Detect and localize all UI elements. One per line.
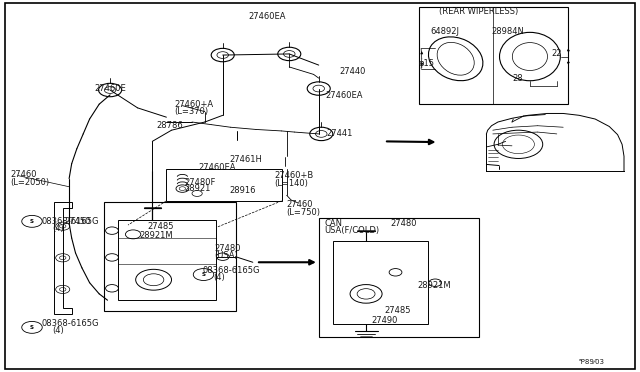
Text: CAN: CAN bbox=[324, 219, 342, 228]
Text: 27485: 27485 bbox=[147, 222, 173, 231]
Text: S: S bbox=[202, 272, 205, 277]
Text: (L=140): (L=140) bbox=[274, 179, 308, 187]
Text: 08368-6165G: 08368-6165G bbox=[42, 319, 99, 328]
Text: 27450: 27450 bbox=[64, 217, 90, 226]
Text: S: S bbox=[30, 325, 34, 330]
Text: 27480: 27480 bbox=[214, 244, 241, 253]
Text: (REAR WIPERLESS): (REAR WIPERLESS) bbox=[439, 7, 518, 16]
Text: 08368-6165G: 08368-6165G bbox=[42, 217, 99, 226]
Text: 27460: 27460 bbox=[10, 170, 36, 179]
Text: (L=2050): (L=2050) bbox=[10, 178, 49, 187]
Text: ᵃP89⁄03: ᵃP89⁄03 bbox=[579, 359, 605, 365]
Text: 27441: 27441 bbox=[326, 129, 353, 138]
Text: 27460: 27460 bbox=[287, 200, 313, 209]
Bar bbox=[118, 220, 216, 300]
Text: (USA): (USA) bbox=[214, 251, 238, 260]
Text: 28: 28 bbox=[512, 74, 523, 83]
Bar bbox=[166, 169, 282, 201]
Text: 28921M: 28921M bbox=[140, 231, 173, 240]
Text: 27440: 27440 bbox=[339, 67, 365, 76]
Text: (L=750): (L=750) bbox=[287, 208, 321, 217]
Text: 27460+B: 27460+B bbox=[274, 171, 313, 180]
Text: 27460EA: 27460EA bbox=[249, 12, 286, 21]
Text: 28921M: 28921M bbox=[417, 281, 451, 290]
Text: 27490: 27490 bbox=[371, 316, 397, 325]
Text: 27460+A: 27460+A bbox=[174, 100, 213, 109]
Text: 27480: 27480 bbox=[390, 219, 417, 228]
Bar bbox=[419, 7, 568, 104]
Bar bbox=[104, 202, 236, 311]
Text: 27480F: 27480F bbox=[184, 178, 216, 187]
Text: 27461H: 27461H bbox=[229, 155, 262, 164]
Text: 27460E: 27460E bbox=[95, 84, 127, 93]
Text: 28916: 28916 bbox=[229, 186, 255, 195]
Text: 64892J: 64892J bbox=[431, 27, 460, 36]
Text: 27485: 27485 bbox=[384, 306, 410, 315]
Bar bbox=[319, 218, 479, 337]
Text: 27460EA: 27460EA bbox=[198, 163, 236, 172]
Text: 27460EA: 27460EA bbox=[325, 92, 363, 100]
Text: S: S bbox=[30, 219, 34, 224]
Text: (L=370): (L=370) bbox=[174, 107, 208, 116]
Bar bbox=[333, 241, 428, 324]
Text: 28786: 28786 bbox=[157, 121, 184, 130]
Text: (4): (4) bbox=[213, 273, 225, 282]
Text: 08368-6165G: 08368-6165G bbox=[202, 266, 260, 275]
Text: 22: 22 bbox=[552, 49, 562, 58]
Text: 28984N: 28984N bbox=[492, 27, 524, 36]
Text: (4): (4) bbox=[52, 224, 64, 232]
Text: USA(F/COLD): USA(F/COLD) bbox=[324, 226, 380, 235]
Text: 28921: 28921 bbox=[184, 185, 211, 193]
Text: (4): (4) bbox=[52, 326, 64, 335]
Text: φ15: φ15 bbox=[419, 59, 435, 68]
